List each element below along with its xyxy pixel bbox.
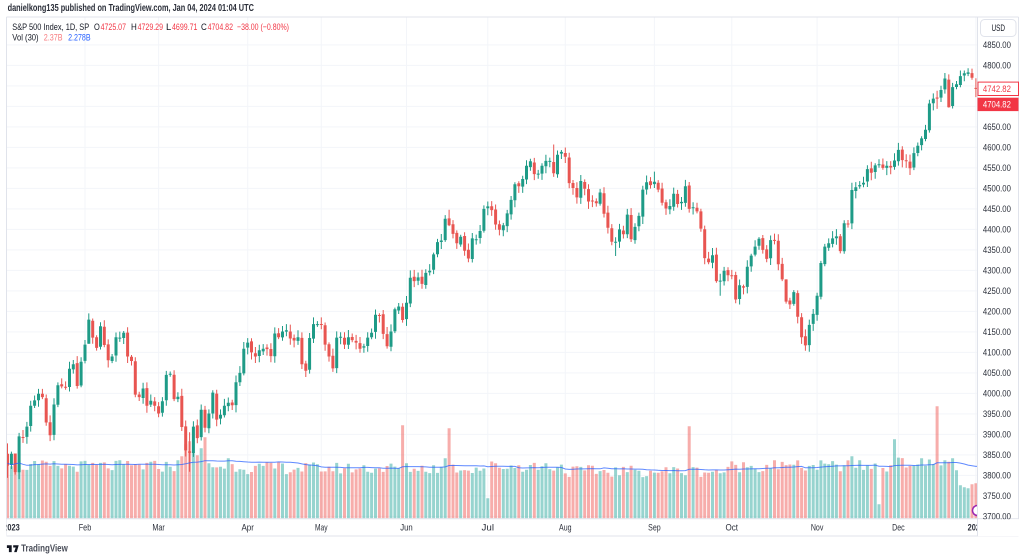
- svg-text:4500.00: 4500.00: [983, 184, 1011, 194]
- svg-text:−38.00 (−0.80%): −38.00 (−0.80%): [237, 22, 289, 32]
- svg-text:4699.71: 4699.71: [172, 22, 197, 32]
- svg-text:H: H: [131, 22, 137, 32]
- svg-text:4650.00: 4650.00: [983, 122, 1011, 132]
- svg-text:4729.29: 4729.29: [138, 22, 163, 32]
- svg-text:3900.00: 3900.00: [983, 430, 1011, 440]
- svg-text:Dec: Dec: [892, 523, 905, 533]
- svg-text:2.37B: 2.37B: [44, 33, 63, 43]
- svg-text:4725.07: 4725.07: [101, 22, 126, 32]
- svg-text:4000.00: 4000.00: [983, 389, 1011, 399]
- svg-text:Vol (30): Vol (30): [12, 33, 38, 43]
- svg-text:4400.00: 4400.00: [983, 225, 1011, 235]
- svg-text:3750.00: 3750.00: [983, 491, 1011, 501]
- svg-text:danielkong135 published on Tra: danielkong135 published on TradingView.c…: [8, 3, 254, 14]
- svg-text:4600.00: 4600.00: [983, 143, 1011, 153]
- svg-text:4550.00: 4550.00: [983, 163, 1011, 173]
- svg-text:3800.00: 3800.00: [983, 471, 1011, 481]
- svg-text:4350.00: 4350.00: [983, 245, 1011, 255]
- svg-text:4200.00: 4200.00: [983, 307, 1011, 317]
- svg-text:4250.00: 4250.00: [983, 286, 1011, 296]
- svg-text:L: L: [166, 22, 171, 32]
- svg-text:O: O: [94, 22, 100, 32]
- svg-text:Aug: Aug: [559, 523, 572, 533]
- svg-text:4850.00: 4850.00: [983, 40, 1011, 50]
- svg-text:4100.00: 4100.00: [983, 348, 1011, 358]
- svg-text:4150.00: 4150.00: [983, 327, 1011, 337]
- svg-text:4704.82: 4704.82: [983, 100, 1011, 110]
- svg-text:2.278B: 2.278B: [68, 33, 91, 43]
- svg-text:4742.82: 4742.82: [983, 84, 1011, 94]
- svg-text:3700.00: 3700.00: [983, 512, 1011, 522]
- svg-text:Nov: Nov: [811, 523, 824, 533]
- svg-text:Feb: Feb: [79, 523, 92, 533]
- svg-text:TradingView: TradingView: [21, 544, 68, 555]
- svg-text:S&P 500 Index, 1D, SP: S&P 500 Index, 1D, SP: [12, 22, 89, 32]
- svg-text:C: C: [201, 22, 207, 32]
- svg-text:4800.00: 4800.00: [983, 61, 1011, 71]
- svg-text:4450.00: 4450.00: [983, 204, 1011, 214]
- svg-text:USD: USD: [992, 23, 1006, 33]
- svg-text:Jul: Jul: [482, 523, 495, 533]
- svg-text:Sep: Sep: [648, 523, 661, 533]
- svg-text:Jun: Jun: [400, 523, 413, 533]
- svg-text:Oct: Oct: [726, 523, 739, 533]
- svg-text:Mar: Mar: [152, 523, 165, 533]
- svg-text:4704.82: 4704.82: [208, 22, 233, 32]
- svg-text:3950.00: 3950.00: [983, 409, 1011, 419]
- svg-text:May: May: [315, 523, 328, 533]
- svg-text:4050.00: 4050.00: [983, 368, 1011, 378]
- svg-text:2023: 2023: [3, 523, 20, 533]
- svg-text:3850.00: 3850.00: [983, 450, 1011, 460]
- svg-text:Apr: Apr: [241, 523, 254, 533]
- svg-text:2024: 2024: [968, 523, 985, 533]
- svg-text:4300.00: 4300.00: [983, 266, 1011, 276]
